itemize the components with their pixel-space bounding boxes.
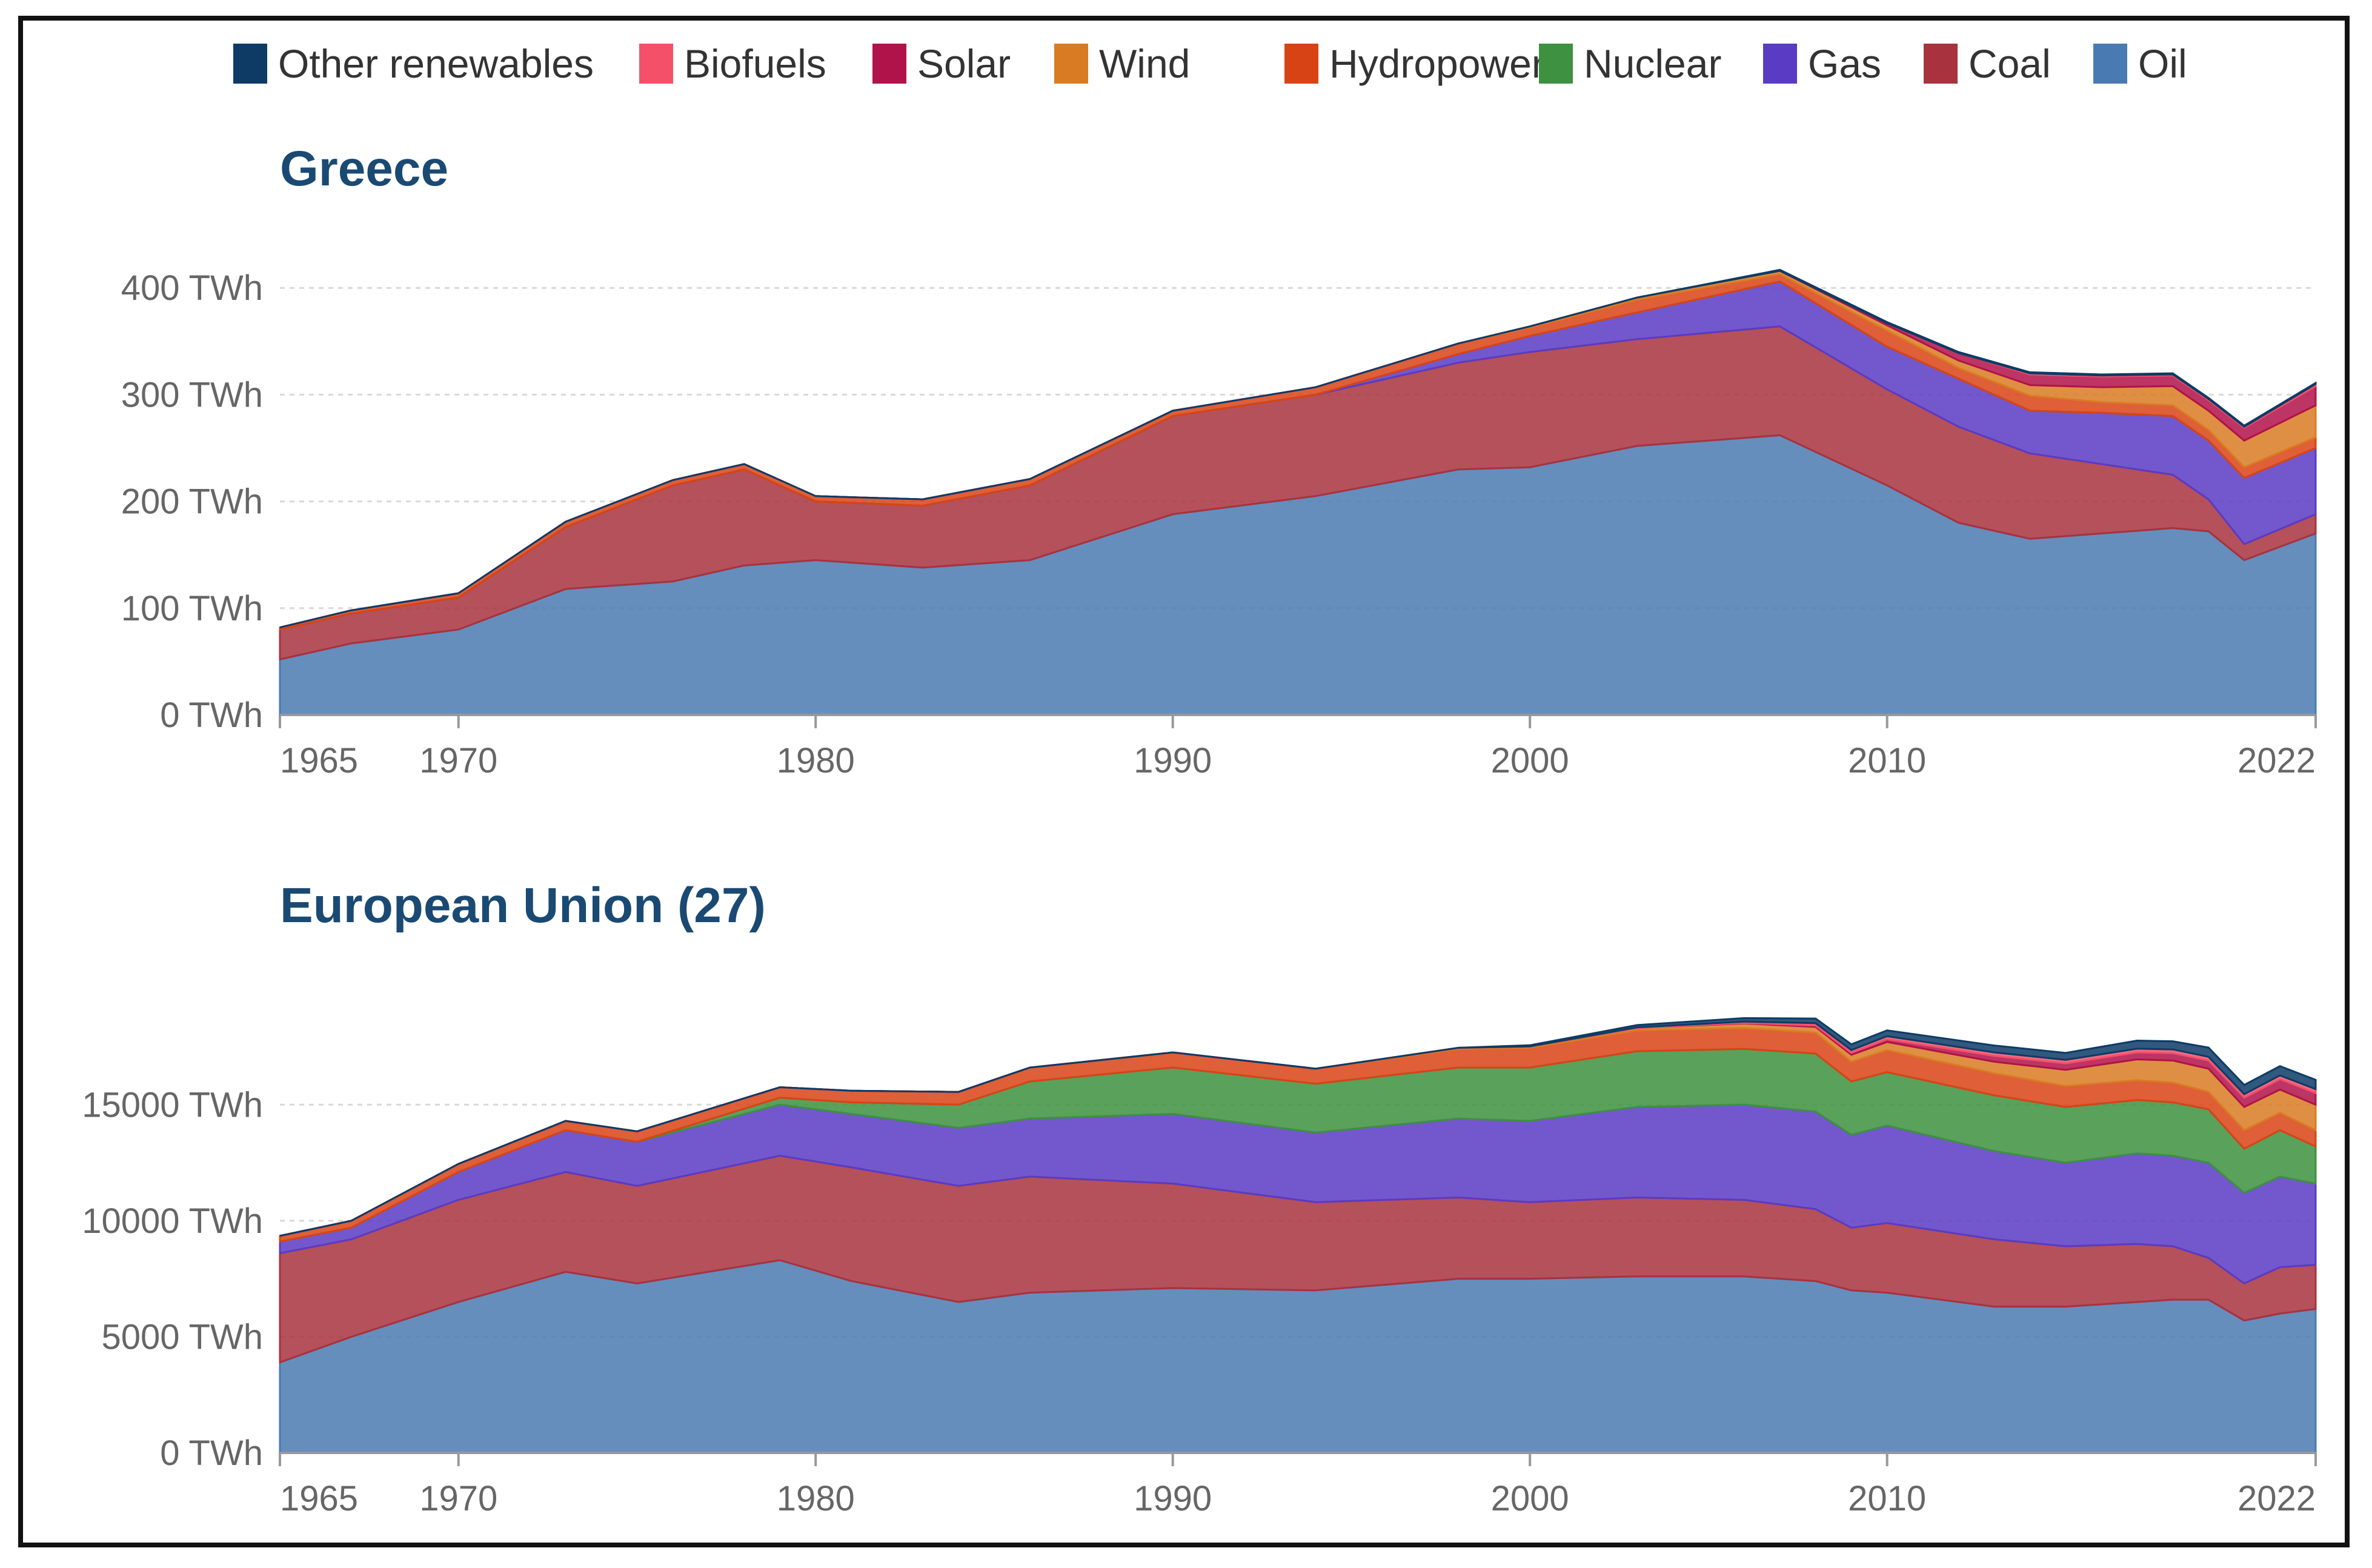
y-tick-label-greece-0: 0 TWh bbox=[160, 696, 263, 735]
y-tick-label-greece-100: 100 TWh bbox=[121, 589, 263, 628]
area-eu-other-renewables bbox=[279, 1017, 2317, 1237]
legend-swatch-solar bbox=[872, 44, 906, 84]
legend-label-oil: Oil bbox=[2138, 41, 2187, 86]
x-tick-label-greece-2010: 2010 bbox=[1848, 741, 1926, 780]
panel-european-union: European Union (27) 0 TWh 5000 TWh 10000 T… bbox=[82, 878, 2317, 1518]
x-tick-label-greece-1970: 1970 bbox=[419, 741, 497, 780]
panel-greece: Greece 0 TWh 100 TWh 200 TWh 300 TWh 400 TWh… bbox=[121, 141, 2317, 780]
x-tick-label-greece-1965: 1965 bbox=[280, 741, 358, 780]
x-tick-label-eu-1980: 1980 bbox=[777, 1479, 855, 1518]
legend-swatch-nuclear bbox=[1539, 44, 1573, 84]
x-tick-label-eu-1965: 1965 bbox=[280, 1479, 358, 1518]
legend-swatch-hydropower bbox=[1284, 44, 1318, 84]
area-greece-other-renewables bbox=[279, 268, 2317, 628]
panel-title-european-union: European Union (27) bbox=[280, 878, 766, 933]
legend-label-coal: Coal bbox=[1968, 41, 2051, 86]
legend-label-biofuels: Biofuels bbox=[684, 41, 826, 86]
y-tick-label-greece-200: 200 TWh bbox=[121, 482, 263, 522]
legend-label-other-renewables: Other renewables bbox=[278, 41, 594, 86]
legend-swatch-biofuels bbox=[639, 44, 673, 84]
y-tick-label-eu-0: 0 TWh bbox=[160, 1433, 263, 1473]
y-tick-label-eu-5000: 5000 TWh bbox=[101, 1317, 263, 1357]
y-tick-label-eu-15000: 15000 TWh bbox=[82, 1085, 263, 1125]
x-tick-label-greece-2000: 2000 bbox=[1491, 741, 1569, 780]
y-tick-label-greece-300: 300 TWh bbox=[121, 375, 263, 414]
legend-swatch-other-renewables bbox=[233, 44, 267, 84]
panel-title-greece: Greece bbox=[280, 141, 448, 196]
x-tick-label-greece-1980: 1980 bbox=[777, 741, 855, 780]
x-tick-label-eu-2000: 2000 bbox=[1491, 1479, 1569, 1518]
legend-label-hydropower: Hydropower bbox=[1329, 41, 1545, 86]
x-tick-label-eu-2022: 2022 bbox=[2237, 1479, 2316, 1518]
x-tick-label-eu-2010: 2010 bbox=[1848, 1479, 1926, 1518]
x-tick-label-eu-1970: 1970 bbox=[419, 1479, 497, 1518]
legend-label-nuclear: Nuclear bbox=[1584, 41, 1721, 86]
legend-label-gas: Gas bbox=[1808, 41, 1881, 86]
y-tick-label-greece-400: 400 TWh bbox=[121, 268, 263, 308]
legend-swatch-gas bbox=[1763, 44, 1797, 84]
x-tick-label-greece-1990: 1990 bbox=[1134, 741, 1212, 780]
y-tick-label-eu-10000: 10000 TWh bbox=[82, 1201, 263, 1241]
x-tick-label-greece-2022: 2022 bbox=[2237, 741, 2316, 780]
x-tick-label-eu-1990: 1990 bbox=[1134, 1479, 1212, 1518]
legend-label-solar: Solar bbox=[917, 41, 1011, 86]
legend-swatch-coal bbox=[1924, 44, 1958, 84]
legend: Other renewables Biofuels Solar Wind Hydropo… bbox=[233, 41, 2187, 86]
legend-label-wind: Wind bbox=[1099, 41, 1190, 86]
legend-swatch-oil bbox=[2093, 44, 2127, 84]
legend-swatch-wind bbox=[1054, 44, 1088, 84]
